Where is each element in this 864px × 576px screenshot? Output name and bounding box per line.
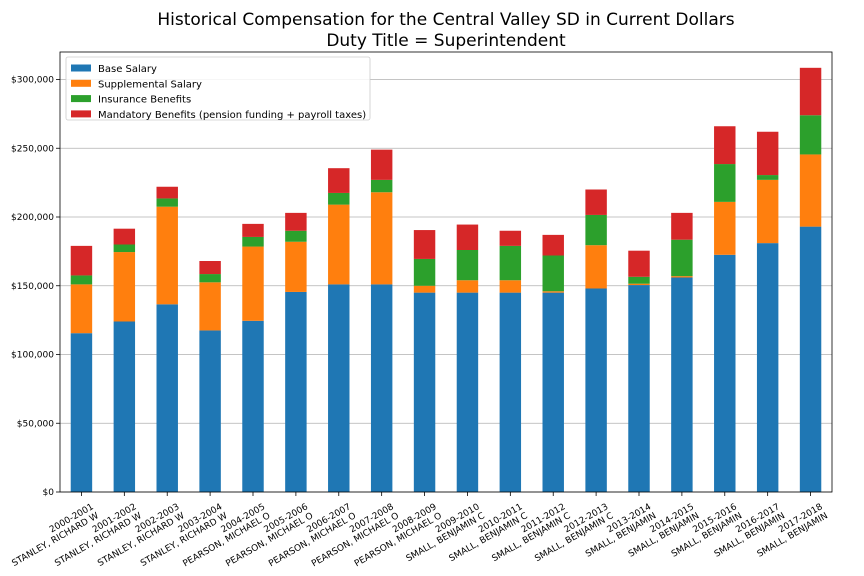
- bar-segment: [413, 258, 436, 286]
- bar-segment: [756, 243, 779, 492]
- bar-segment: [156, 206, 178, 305]
- bar-segment: [285, 241, 307, 292]
- bar-segment: [714, 201, 736, 255]
- bar-segment: [370, 149, 393, 180]
- bar-segment: [714, 254, 736, 492]
- legend-swatch: [71, 110, 91, 118]
- legend-label: Insurance Benefits: [98, 95, 191, 106]
- bar-segment: [328, 284, 350, 492]
- bar-segment: [113, 321, 136, 492]
- bar-segment: [199, 274, 221, 283]
- legend-box: [65, 56, 371, 121]
- y-tick-label: $0: [43, 488, 55, 498]
- bar-segment: [199, 330, 221, 492]
- legend-swatch: [71, 79, 91, 87]
- x-tick-label: 2000-2001STANLEY, RICHARD W: [5, 502, 100, 569]
- bar-segment: [628, 283, 650, 286]
- bar-segment: [799, 67, 822, 116]
- legend-swatch: [71, 95, 91, 103]
- bar-segment: [242, 320, 264, 492]
- bar-segment: [499, 292, 522, 492]
- y-tick-label: $100,000: [11, 351, 54, 361]
- bar-segment: [542, 292, 564, 492]
- legend-label: Base Salary: [98, 64, 157, 75]
- plot-frame: [59, 51, 833, 493]
- bar-segment: [113, 244, 136, 253]
- bar-segment: [285, 212, 307, 231]
- bar-segment: [328, 192, 350, 205]
- chart-subtitle: Duty Title = Superintendent: [326, 31, 566, 51]
- bar-segment: [70, 333, 93, 492]
- legend-swatch: [71, 64, 91, 72]
- bar-segment: [70, 245, 93, 276]
- bar-segment: [714, 126, 736, 165]
- bar-segment: [671, 239, 693, 277]
- y-tick-label: $200,000: [11, 213, 54, 223]
- axes: [59, 51, 833, 493]
- bars: [70, 67, 822, 492]
- legend-label: Mandatory Benefits (pension funding + pa…: [98, 110, 366, 121]
- bar-segment: [242, 236, 264, 247]
- bar-segment: [285, 291, 307, 492]
- bar-segment: [156, 198, 178, 207]
- bar-segment: [499, 280, 522, 293]
- bar-segment: [156, 186, 178, 199]
- bar-segment: [628, 285, 650, 492]
- bar-segment: [328, 204, 350, 285]
- bar-segment: [413, 285, 436, 293]
- bar-segment: [628, 276, 650, 284]
- bar-segment: [799, 226, 822, 492]
- bar-segment: [456, 224, 479, 250]
- bar-segment: [585, 214, 607, 246]
- bar-segment: [799, 115, 822, 155]
- bar-segment: [413, 292, 436, 492]
- bar-segment: [671, 276, 693, 278]
- bar-segment: [628, 250, 650, 277]
- bar-segment: [585, 245, 607, 289]
- y-tick-label: $150,000: [11, 282, 54, 292]
- bar-segment: [799, 154, 822, 227]
- bar-segment: [113, 228, 136, 245]
- bar-segment: [370, 179, 393, 193]
- bar-segment: [542, 255, 564, 292]
- y-tick-label: $250,000: [11, 144, 54, 154]
- bar-segment: [456, 280, 479, 293]
- bar-segment: [585, 288, 607, 492]
- bar-segment: [328, 168, 350, 193]
- bar-segment: [671, 277, 693, 492]
- bar-segment: [456, 250, 479, 281]
- bar-segment: [199, 261, 221, 275]
- y-tick-label: $50,000: [17, 419, 54, 429]
- bar-segment: [285, 230, 307, 242]
- x-axis-ticks: 2000-2001STANLEY, RICHARD W2001-2002STAN…: [5, 492, 830, 569]
- y-axis-ticks: $0 $50,000 $100,000 $150,000 $200,000 $250,00…: [11, 76, 60, 498]
- legend-label: Supplemental Salary: [98, 79, 202, 90]
- bar-segment: [199, 282, 221, 331]
- bar-segment: [70, 284, 93, 334]
- bar-segment: [413, 230, 436, 259]
- bar-segment: [499, 245, 522, 281]
- bar-segment: [542, 234, 564, 256]
- bar-segment: [499, 230, 522, 246]
- chart-title: Historical Compensation for the Central …: [157, 10, 734, 30]
- bar-segment: [70, 275, 93, 285]
- bar-segment: [456, 292, 479, 492]
- bar-segment: [671, 212, 693, 240]
- legend: Base Salary Supplemental Salary Insurance …: [65, 56, 371, 121]
- bar-segment: [756, 131, 779, 176]
- bar-segment: [542, 291, 564, 293]
- bar-segment: [756, 179, 779, 244]
- bar-segment: [370, 284, 393, 492]
- bar-segment: [370, 192, 393, 285]
- y-tick-label: $300,000: [11, 76, 54, 86]
- bar-segment: [242, 246, 264, 321]
- bar-segment: [242, 223, 264, 237]
- bar-segment: [113, 252, 136, 322]
- bar-segment: [756, 175, 779, 180]
- bar-segment: [714, 164, 736, 202]
- bar-segment: [585, 189, 607, 215]
- bar-segment: [156, 304, 178, 492]
